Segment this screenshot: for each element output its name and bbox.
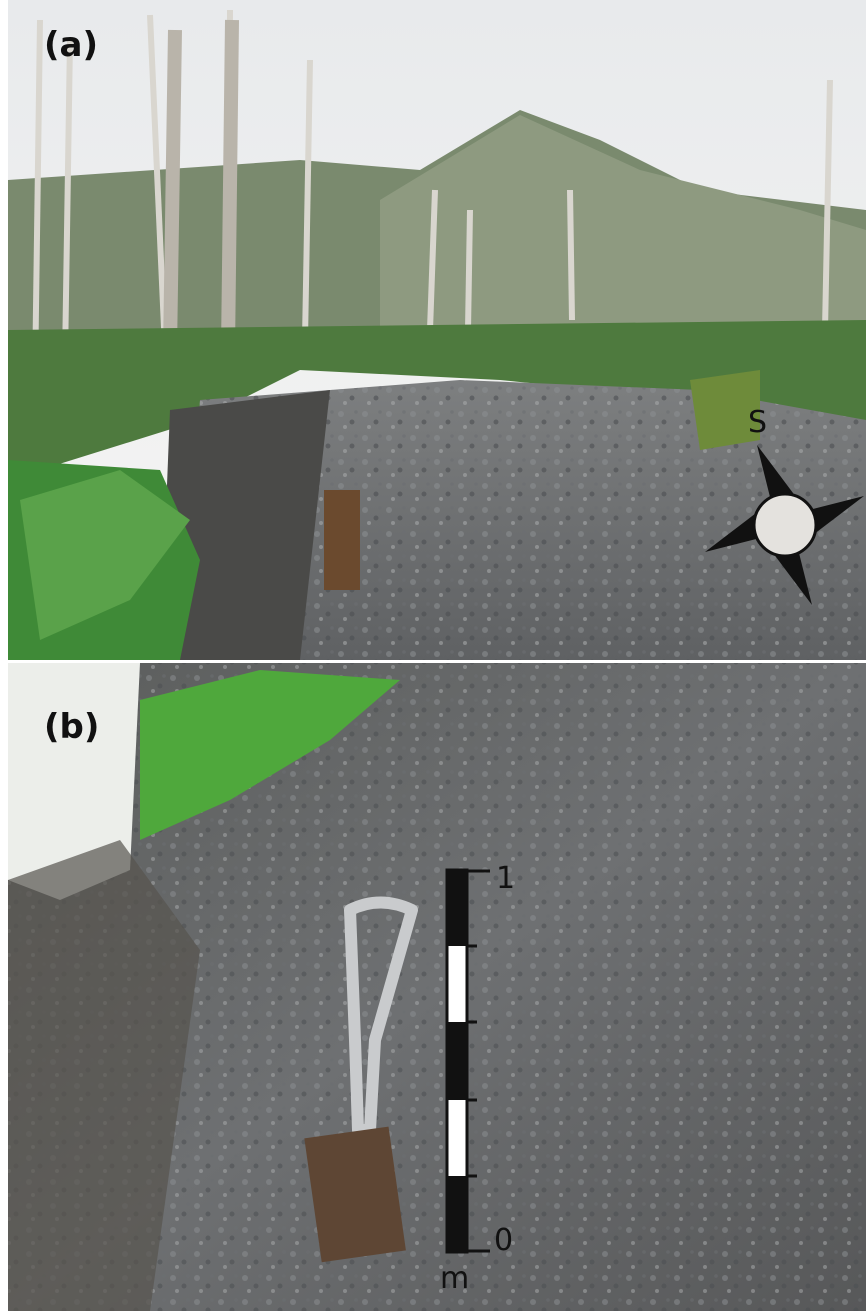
panel-a-photo bbox=[8, 0, 866, 660]
scale-unit: m bbox=[440, 1261, 469, 1296]
scale-bottom-label: 0 bbox=[494, 1223, 513, 1258]
panel-label: (b) bbox=[44, 707, 99, 747]
scale-top-label: 1 bbox=[496, 861, 515, 896]
panel-b-photo bbox=[8, 663, 866, 1311]
compass-label: S bbox=[748, 405, 767, 440]
panel-label: (a) bbox=[44, 25, 98, 65]
page: S (a) (b) 1 0 m (() => { const data = JS… bbox=[0, 0, 866, 1311]
figure: S (a) (b) 1 0 m bbox=[0, 0, 866, 1311]
